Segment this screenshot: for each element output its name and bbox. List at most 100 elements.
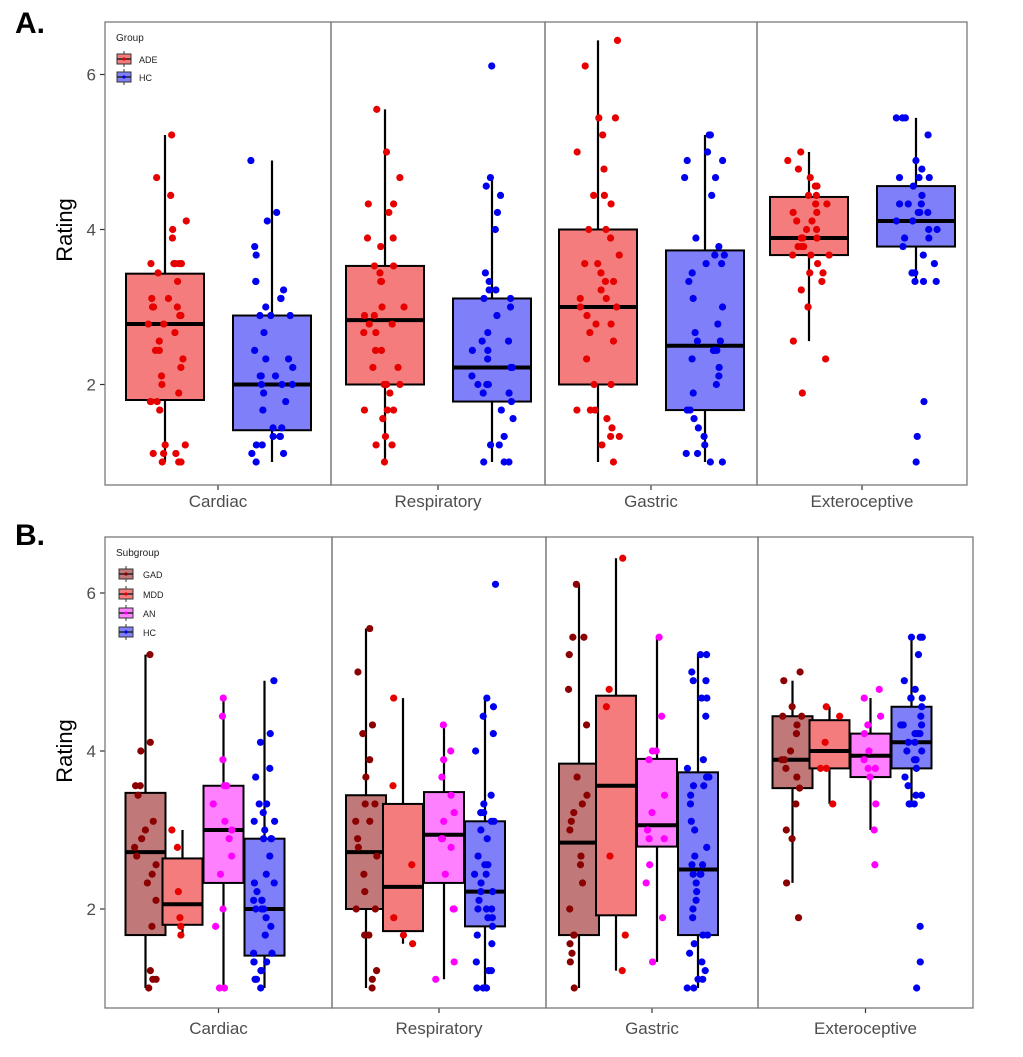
data-point bbox=[607, 432, 615, 441]
data-point bbox=[468, 372, 476, 380]
data-point bbox=[359, 730, 367, 738]
data-point bbox=[360, 328, 368, 337]
data-point bbox=[263, 800, 271, 808]
data-point bbox=[267, 835, 276, 843]
data-point bbox=[252, 773, 260, 781]
data-point bbox=[266, 852, 274, 860]
data-point bbox=[174, 888, 182, 896]
data-point bbox=[270, 879, 278, 887]
data-point bbox=[806, 173, 814, 182]
data-point bbox=[609, 277, 618, 286]
panel-b-label: B. bbox=[15, 519, 45, 552]
data-point bbox=[914, 208, 922, 217]
data-point bbox=[177, 922, 185, 930]
data-point bbox=[802, 225, 811, 234]
data-point bbox=[472, 747, 480, 755]
panel-a-y-ticks: 2 4 6 bbox=[87, 66, 863, 490]
panel-b: B. Rating 2 4 6 Cardiac Respiratory Gastri… bbox=[15, 519, 974, 1038]
data-point bbox=[813, 234, 821, 242]
data-point bbox=[611, 114, 620, 122]
data-point bbox=[216, 870, 225, 878]
data-point bbox=[716, 337, 724, 345]
data-point bbox=[371, 905, 379, 913]
data-point bbox=[130, 843, 139, 851]
data-point bbox=[171, 328, 179, 337]
data-point bbox=[478, 337, 486, 345]
data-point bbox=[570, 809, 578, 817]
data-point bbox=[176, 311, 184, 320]
data-point bbox=[509, 415, 517, 423]
data-point bbox=[373, 105, 381, 113]
data-point bbox=[681, 173, 689, 182]
box-gad bbox=[558, 762, 600, 937]
data-point bbox=[390, 914, 398, 922]
data-point bbox=[690, 415, 698, 423]
data-point bbox=[688, 355, 696, 363]
data-point bbox=[700, 782, 708, 790]
data-point bbox=[689, 677, 697, 685]
data-point bbox=[566, 940, 574, 948]
data-point bbox=[260, 389, 268, 397]
data-point bbox=[250, 817, 258, 825]
data-point bbox=[703, 694, 711, 702]
data-point bbox=[505, 389, 513, 397]
data-point bbox=[917, 200, 925, 208]
data-point bbox=[688, 668, 696, 676]
data-point bbox=[648, 958, 657, 966]
data-point bbox=[916, 633, 924, 641]
legend-label: MDD bbox=[143, 590, 164, 600]
data-point bbox=[228, 826, 236, 834]
data-point bbox=[479, 712, 487, 720]
data-point bbox=[282, 397, 290, 406]
data-point bbox=[492, 286, 500, 294]
data-point bbox=[603, 415, 611, 423]
data-point bbox=[252, 441, 260, 449]
data-point bbox=[779, 712, 787, 720]
data-point bbox=[389, 234, 397, 242]
data-point bbox=[173, 303, 181, 311]
data-point bbox=[683, 406, 691, 414]
data-point bbox=[368, 721, 377, 729]
data-point bbox=[481, 269, 489, 277]
data-point bbox=[573, 406, 581, 414]
data-point bbox=[597, 269, 605, 277]
box-mdd bbox=[808, 719, 851, 770]
data-point bbox=[390, 694, 398, 702]
data-point bbox=[267, 311, 275, 320]
data-point bbox=[601, 277, 610, 286]
data-point bbox=[146, 967, 154, 975]
data-point bbox=[792, 730, 801, 738]
legend-label: GAD bbox=[143, 570, 163, 580]
data-point bbox=[482, 905, 491, 913]
data-point bbox=[576, 861, 585, 869]
y-tick-label: 4 bbox=[87, 221, 96, 240]
data-point bbox=[146, 651, 154, 659]
data-point bbox=[823, 200, 831, 208]
data-point bbox=[933, 225, 941, 234]
data-point bbox=[289, 363, 297, 372]
panel-b-y-axis-title: Rating bbox=[52, 719, 77, 783]
data-point bbox=[262, 914, 270, 922]
data-point bbox=[581, 62, 589, 70]
data-point bbox=[152, 975, 160, 983]
data-point bbox=[789, 208, 797, 217]
data-point bbox=[597, 286, 605, 294]
data-point bbox=[263, 958, 271, 966]
data-point bbox=[592, 320, 600, 328]
data-point bbox=[687, 791, 695, 799]
data-point bbox=[408, 861, 416, 869]
data-point bbox=[354, 843, 362, 851]
data-point bbox=[438, 835, 447, 843]
data-point bbox=[706, 458, 714, 466]
data-point bbox=[279, 286, 288, 294]
data-point bbox=[473, 984, 481, 992]
data-point bbox=[715, 372, 723, 380]
legend-entry-an: AN bbox=[118, 605, 156, 621]
data-point bbox=[916, 730, 924, 738]
data-point bbox=[711, 173, 720, 182]
data-point bbox=[822, 703, 830, 711]
data-point bbox=[594, 260, 602, 268]
data-point bbox=[911, 277, 919, 286]
data-point bbox=[361, 888, 369, 896]
